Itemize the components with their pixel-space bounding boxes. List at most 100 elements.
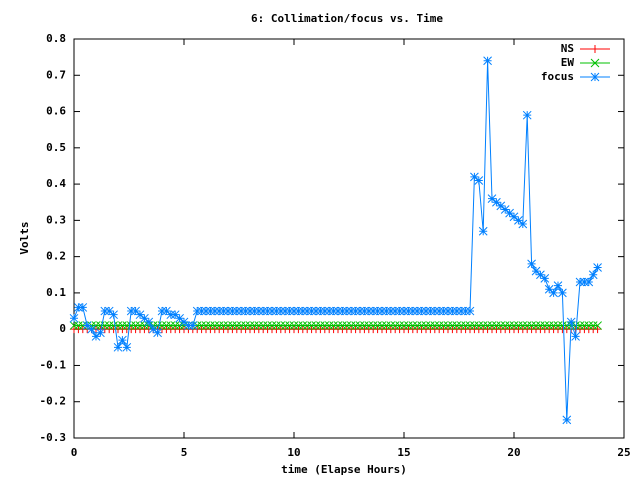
- data-point: [118, 321, 127, 330]
- data-point: [289, 306, 299, 316]
- data-point: [351, 306, 360, 316]
- data-point: [245, 321, 255, 330]
- x-tick-label: 10: [287, 446, 300, 459]
- data-point: [408, 306, 418, 316]
- data-point: [320, 306, 330, 316]
- data-point: [404, 321, 413, 330]
- data-point: [338, 321, 347, 330]
- data-point: [245, 306, 255, 316]
- data-point: [580, 321, 589, 330]
- data-point: [210, 321, 220, 330]
- data-point: [228, 306, 237, 316]
- data-point: [368, 306, 378, 316]
- data-point: [580, 277, 589, 287]
- data-point: [276, 321, 286, 330]
- data-point: [478, 226, 488, 236]
- data-point: [298, 306, 308, 316]
- data-point: [456, 321, 466, 330]
- data-point: [197, 321, 206, 330]
- data-point: [342, 321, 352, 330]
- data-point: [201, 306, 211, 316]
- x-tick-label: 0: [71, 446, 78, 459]
- y-tick-label: -0.3: [40, 431, 67, 444]
- data-point: [544, 321, 554, 330]
- y-tick-label: 0.2: [46, 250, 66, 263]
- data-point: [421, 306, 431, 316]
- data-point: [351, 321, 360, 330]
- data-point: [500, 205, 510, 214]
- data-point: [558, 321, 567, 330]
- data-point: [439, 306, 448, 316]
- data-point: [166, 310, 176, 320]
- data-point: [536, 321, 545, 330]
- data-point: [289, 321, 299, 330]
- data-point: [131, 306, 140, 316]
- data-point: [219, 306, 228, 316]
- data-point: [465, 321, 475, 330]
- data-point: [236, 321, 246, 330]
- data-point: [364, 306, 374, 316]
- data-point: [148, 324, 158, 334]
- data-point: [514, 321, 523, 330]
- chart-title: 6: Collimation/focus vs. Time: [251, 12, 443, 25]
- data-point: [258, 321, 268, 330]
- data-point: [91, 332, 101, 341]
- data-point: [544, 284, 554, 294]
- data-point: [382, 321, 391, 330]
- data-point: [104, 321, 114, 330]
- data-point: [241, 306, 250, 316]
- data-point: [452, 321, 462, 330]
- data-point: [417, 321, 426, 330]
- data-point: [395, 321, 404, 330]
- data-point: [126, 306, 136, 316]
- data-point: [430, 321, 440, 330]
- y-axis-label: Volts: [18, 221, 31, 254]
- x-tick-label: 5: [181, 446, 188, 459]
- data-point: [518, 219, 528, 229]
- data-point: [307, 306, 316, 316]
- data-point: [254, 306, 264, 316]
- data-point: [575, 277, 585, 287]
- data-point: [593, 263, 602, 272]
- data-point: [135, 310, 145, 320]
- data-point: [426, 306, 435, 316]
- data-point: [496, 201, 506, 211]
- data-point: [390, 321, 400, 330]
- data-point: [522, 321, 532, 330]
- data-point: [474, 176, 484, 185]
- data-point: [109, 310, 118, 320]
- data-point: [461, 306, 470, 316]
- data-point: [562, 415, 572, 425]
- data-point: [267, 306, 277, 316]
- data-point: [170, 321, 180, 330]
- data-point: [272, 321, 281, 330]
- data-point: [140, 313, 149, 323]
- data-point: [223, 321, 233, 330]
- data-point: [179, 317, 189, 327]
- data-point: [250, 321, 259, 330]
- legend-label: EW: [561, 56, 575, 69]
- data-point: [333, 321, 343, 330]
- data-point: [285, 321, 294, 330]
- data-point: [549, 321, 558, 330]
- data-point: [346, 321, 356, 330]
- data-point: [131, 321, 140, 330]
- data-point: [135, 321, 145, 330]
- data-point: [144, 317, 154, 327]
- data-point: [280, 321, 290, 330]
- data-point: [175, 313, 184, 323]
- data-point: [333, 306, 343, 316]
- plot-border: [73, 38, 625, 439]
- data-point: [232, 306, 242, 316]
- data-point: [118, 335, 127, 345]
- data-point: [236, 306, 246, 316]
- data-point: [593, 321, 602, 330]
- data-point: [593, 325, 602, 334]
- data-point: [395, 306, 404, 316]
- data-point: [443, 306, 453, 316]
- x-axis-label: time (Elapse Hours): [281, 463, 407, 476]
- data-point: [210, 306, 220, 316]
- data-point: [505, 321, 514, 330]
- y-tick-label: -0.1: [40, 358, 67, 371]
